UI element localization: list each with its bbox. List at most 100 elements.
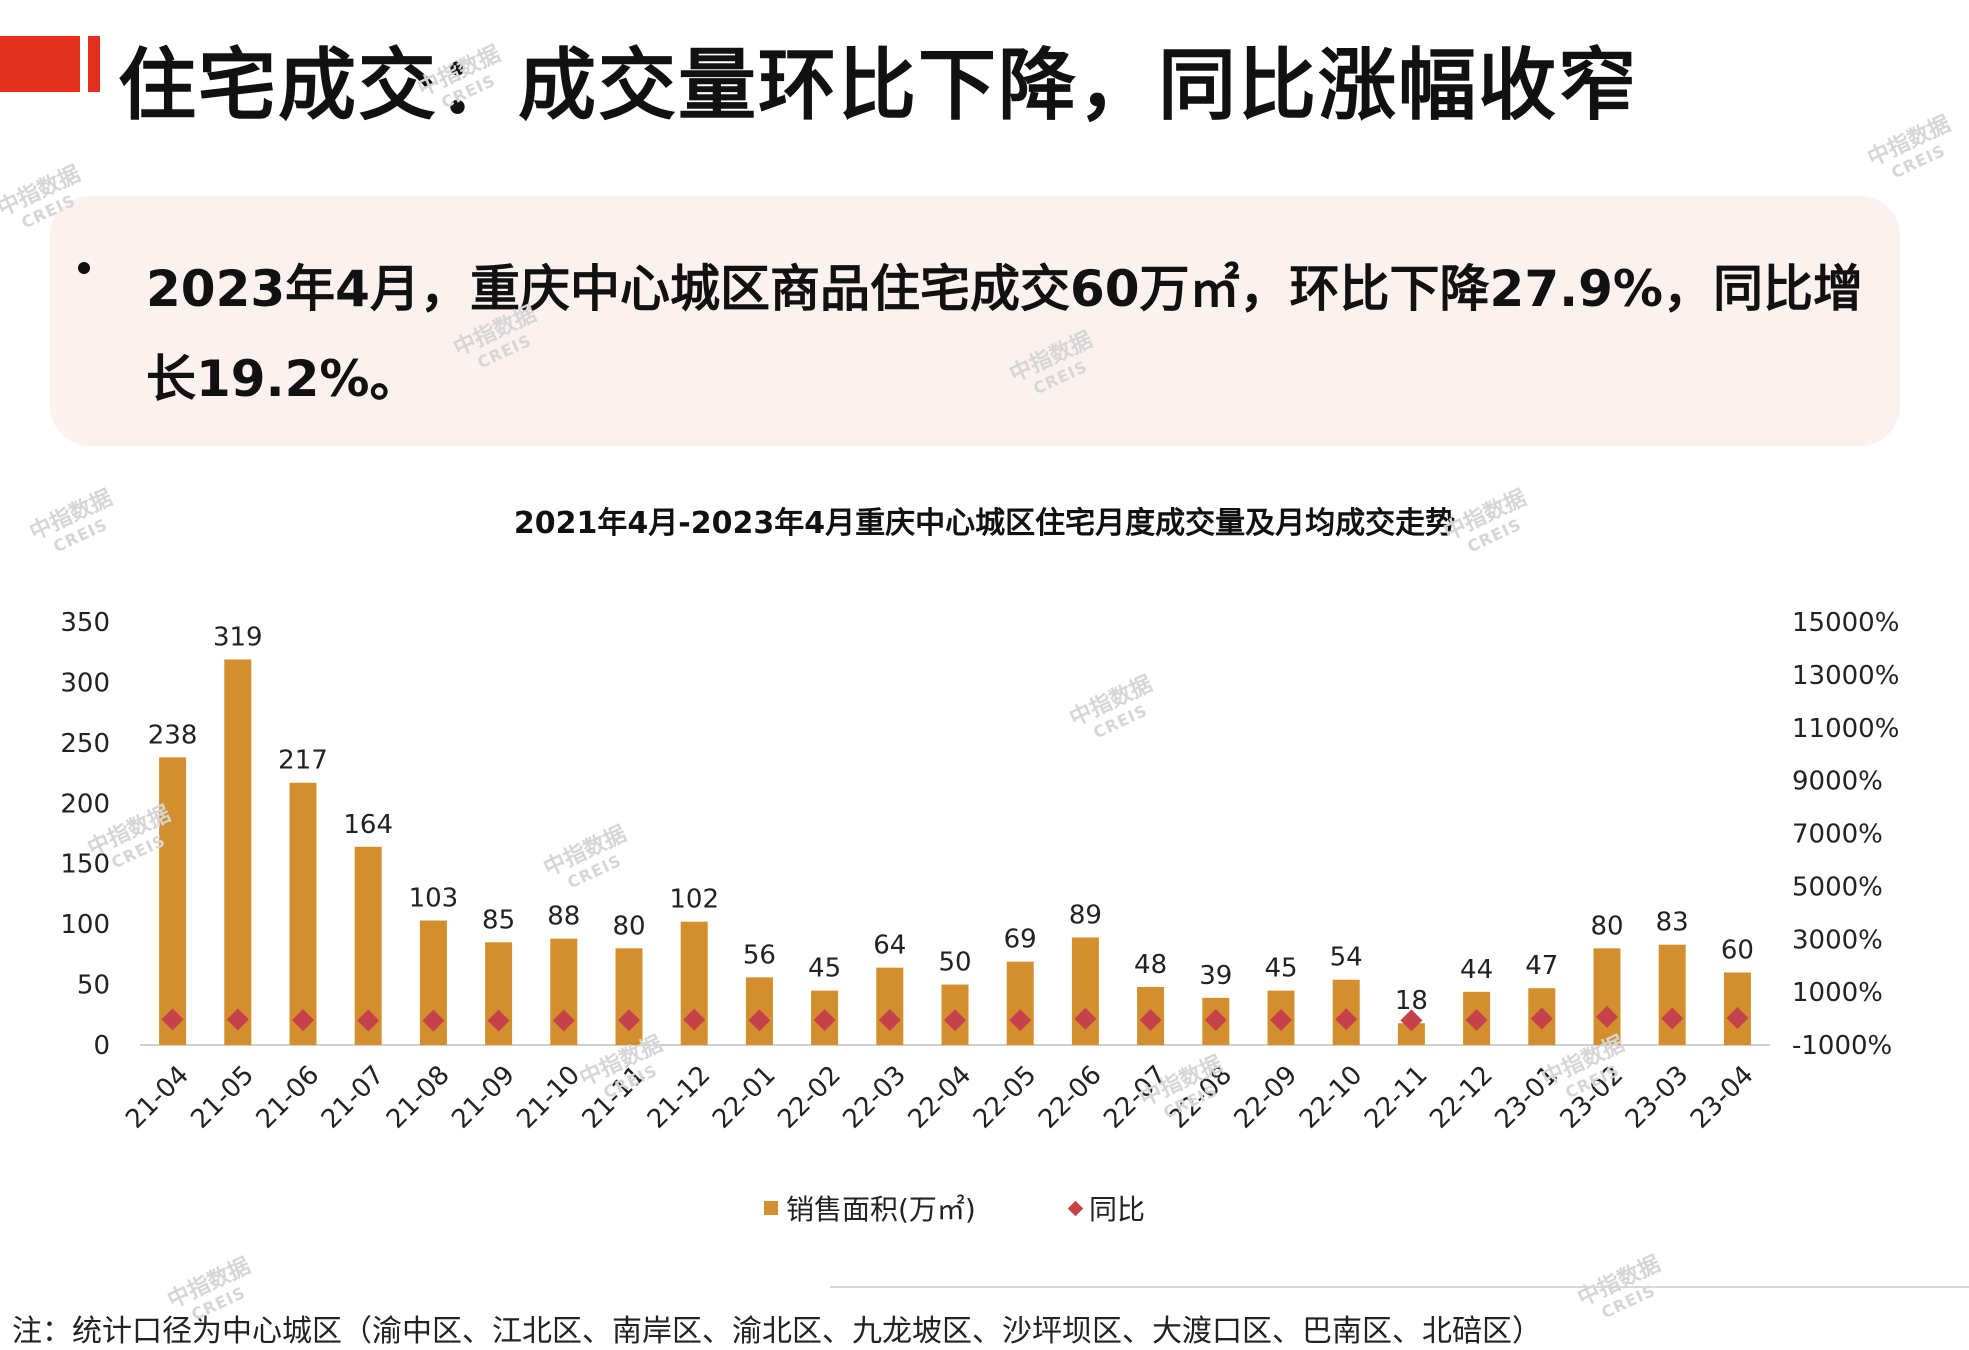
yoy-diamond-marker <box>748 1009 771 1032</box>
yoy-diamond-marker <box>944 1009 966 1032</box>
chart-title: 2021年4月-2023年4月重庆中心城区住宅月度成交量及月均成交走势 <box>513 506 1456 541</box>
x-tick-label: 21-12 <box>642 1060 717 1135</box>
x-tick-label: 21-09 <box>446 1060 521 1135</box>
summary-box <box>50 196 1900 446</box>
yoy-diamond-marker <box>683 1008 706 1031</box>
yoy-diamond-marker <box>422 1009 445 1032</box>
legend-label-sales: 销售面积(万㎡) <box>786 1193 976 1226</box>
slide-title: 住宅成交：成交量环比下降，同比涨幅收窄 <box>118 41 1639 131</box>
chart-legend: 销售面积(万㎡) 同比 <box>0 1188 1969 1228</box>
yoy-diamond-marker <box>1530 1007 1553 1030</box>
y-right-tick-label: 11000% <box>1792 714 1899 744</box>
x-tick-label: 21-08 <box>381 1060 456 1135</box>
y-left-tick-label: 100 <box>60 910 110 940</box>
yoy-diamond-marker <box>618 1009 640 1032</box>
bar-value-label: 50 <box>938 948 971 978</box>
x-tick-label: 22-07 <box>1098 1060 1173 1135</box>
x-tick-label: 22-01 <box>707 1060 782 1135</box>
yoy-diamond-marker <box>226 1008 249 1031</box>
bar-value-label: 238 <box>148 720 198 750</box>
bar-value-label: 44 <box>1460 955 1493 985</box>
yoy-diamond-marker <box>1009 1009 1032 1032</box>
yoy-diamond-marker <box>1335 1008 1358 1031</box>
y-right-tick-label: 15000% <box>1792 608 1899 638</box>
yoy-diamond-marker <box>1139 1008 1162 1031</box>
x-tick-label: 21-04 <box>120 1060 195 1135</box>
x-tick-label: 21-05 <box>185 1060 260 1135</box>
bar <box>1397 1023 1425 1045</box>
yoy-diamond-marker <box>357 1009 380 1032</box>
x-tick-label: 23-04 <box>1685 1060 1760 1135</box>
bar <box>1658 944 1686 1045</box>
y-left-tick-label: 50 <box>77 971 110 1001</box>
x-tick-label: 23-03 <box>1620 1060 1695 1135</box>
bar-value-label: 164 <box>343 810 393 840</box>
y-right-tick-label: 3000% <box>1792 925 1883 955</box>
bar-value-label: 83 <box>1656 908 1689 938</box>
bar-value-label: 102 <box>669 885 719 915</box>
x-tick-label: 22-05 <box>968 1060 1043 1135</box>
yoy-diamond-marker <box>1726 1007 1749 1030</box>
x-tick-label: 22-09 <box>1229 1060 1304 1135</box>
watermark-logo: 中指数据 CREIS <box>1863 111 1955 183</box>
x-tick-label: 21-11 <box>577 1060 652 1135</box>
y-left-tick-label: 150 <box>60 850 110 880</box>
x-tick-label: 22-03 <box>837 1060 912 1135</box>
y-left-tick-label: 250 <box>60 729 110 759</box>
title-accent-bar-thin <box>88 36 100 92</box>
y-right-tick-label: 13000% <box>1792 661 1899 691</box>
bar-value-label: 45 <box>808 954 841 984</box>
yoy-diamond-marker <box>1270 1008 1292 1031</box>
summary-text: 2023年4月，重庆中心城区商品住宅成交60万㎡，环比下降27.9%，同比增长1… <box>146 260 1863 408</box>
bar-value-label: 80 <box>1590 911 1623 941</box>
bar-value-label: 45 <box>1264 954 1297 984</box>
yoy-diamond-marker <box>1661 1007 1684 1030</box>
yoy-diamond-marker <box>1204 1009 1227 1032</box>
bar-value-label: 85 <box>482 905 515 935</box>
bar-value-label: 89 <box>1069 900 1102 930</box>
x-tick-label: 22-08 <box>1163 1060 1238 1135</box>
x-tick-label: 22-06 <box>1033 1060 1108 1135</box>
x-tick-label: 21-06 <box>251 1060 326 1135</box>
legend-bar-swatch-icon <box>764 1201 778 1215</box>
bar-value-label: 56 <box>743 940 776 970</box>
bar <box>159 757 187 1045</box>
bar <box>876 967 904 1045</box>
y-right-tick-label: 5000% <box>1792 872 1883 902</box>
footer-divider <box>830 1286 1969 1288</box>
y-right-tick-label: 7000% <box>1792 820 1883 850</box>
bar-value-label: 217 <box>278 746 328 776</box>
bar-value-label: 47 <box>1525 951 1558 981</box>
yoy-diamond-marker <box>1074 1007 1097 1030</box>
x-tick-label: 22-12 <box>1424 1060 1499 1135</box>
yoy-diamond-marker <box>878 1008 901 1031</box>
bar <box>224 659 252 1045</box>
bar-value-label: 64 <box>873 931 906 961</box>
x-tick-label: 21-10 <box>511 1060 586 1135</box>
x-tick-label: 22-02 <box>772 1060 847 1135</box>
bar-value-label: 39 <box>1199 961 1232 991</box>
y-left-tick-label: 0 <box>93 1031 110 1061</box>
legend-label-yoy: 同比 <box>1089 1193 1146 1226</box>
x-tick-label: 23-01 <box>1489 1060 1564 1135</box>
bar-value-label: 88 <box>547 902 580 932</box>
x-tick-label: 22-11 <box>1359 1060 1434 1135</box>
yoy-diamond-marker <box>292 1009 314 1032</box>
y-left-tick-label: 350 <box>60 608 110 638</box>
chart: 0 50 100 150 200 250 300 350 -1000% 1000% 3000% 500… <box>60 608 1899 1135</box>
yoy-diamond-marker <box>487 1009 510 1032</box>
yoy-diamond-marker <box>813 1009 836 1032</box>
x-tick-label: 22-04 <box>903 1060 978 1135</box>
y-left-tick-label: 200 <box>60 789 110 819</box>
watermark-logo: 中指数据 CREIS <box>1573 1251 1665 1323</box>
bar-value-label: 69 <box>1004 925 1037 955</box>
x-tick-label: 22-10 <box>1294 1060 1369 1135</box>
y-right-tick-label: 9000% <box>1792 767 1883 797</box>
legend-diamond-swatch-icon <box>1067 1200 1084 1216</box>
x-tick-label: 23-02 <box>1555 1060 1630 1135</box>
bar-value-label: 60 <box>1721 935 1754 965</box>
bar-value-label: 48 <box>1134 950 1167 980</box>
legend-item-sales: 销售面积(万㎡) <box>764 1188 976 1228</box>
legend-item-yoy: 同比 <box>1067 1188 1146 1228</box>
yoy-diamond-marker <box>161 1008 184 1031</box>
